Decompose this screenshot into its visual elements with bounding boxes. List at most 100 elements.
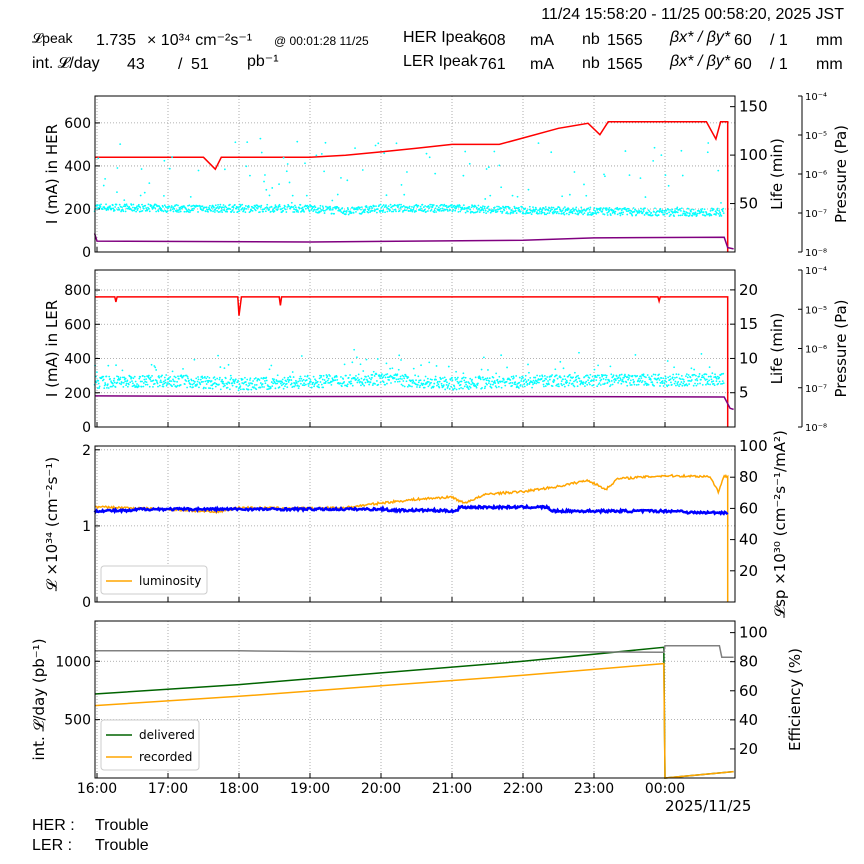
life-point — [314, 206, 317, 209]
life-point — [178, 211, 180, 213]
life-point — [433, 209, 436, 212]
life-point — [116, 191, 118, 194]
life-point — [643, 383, 645, 386]
x-tick-label: 20:00 — [361, 781, 401, 797]
life-point — [394, 208, 397, 211]
life-point — [399, 207, 402, 210]
life-point — [679, 214, 682, 217]
y2-tick-label: 50 — [739, 195, 758, 213]
life-point — [484, 209, 487, 212]
life-point — [325, 205, 327, 208]
life-point — [642, 210, 645, 212]
life-point — [363, 384, 366, 387]
life-point — [630, 210, 633, 212]
life-point — [131, 380, 133, 383]
life-point — [396, 373, 399, 376]
life-point — [134, 208, 137, 210]
life-point — [454, 376, 457, 379]
life-point — [244, 205, 247, 207]
life-point — [268, 208, 270, 211]
life-point — [489, 194, 492, 197]
life-point — [216, 209, 219, 212]
life-point — [218, 211, 221, 213]
life-point — [609, 365, 612, 368]
life-point — [172, 206, 174, 209]
life-point — [157, 385, 159, 388]
life-point — [418, 386, 421, 389]
life-point — [142, 385, 145, 388]
life-point — [482, 356, 485, 359]
life-point — [452, 208, 455, 211]
life-point — [572, 376, 574, 379]
life-point — [376, 208, 379, 210]
life-point — [179, 210, 182, 213]
life-point — [497, 205, 500, 208]
life-point — [649, 377, 652, 380]
life-point — [377, 383, 380, 386]
life-point — [361, 383, 364, 386]
y-tick-label: 2 — [82, 443, 91, 459]
life-point — [703, 377, 706, 380]
life-point — [511, 384, 513, 387]
intl-sep: / — [178, 56, 183, 73]
plot-frame — [94, 620, 736, 779]
life-point — [639, 207, 642, 210]
life-point — [159, 381, 162, 384]
life-point — [562, 378, 564, 381]
life-point — [352, 211, 355, 214]
life-point — [526, 382, 529, 385]
life-point — [664, 379, 666, 382]
life-point — [722, 382, 725, 385]
life-point — [323, 212, 326, 214]
life-point — [610, 379, 613, 382]
life-point — [602, 213, 605, 215]
life-point — [662, 385, 665, 387]
life-point — [681, 174, 684, 177]
life-point — [173, 383, 175, 386]
life-point — [595, 379, 598, 382]
life-point — [457, 206, 460, 208]
life-point — [510, 375, 513, 378]
life-point — [196, 383, 199, 386]
life-point — [367, 380, 370, 383]
life-point — [136, 205, 138, 208]
life-point — [205, 206, 208, 209]
life-point — [630, 384, 633, 386]
life-point — [386, 382, 388, 385]
life-point — [190, 379, 193, 382]
life-point — [599, 384, 602, 386]
life-point — [251, 209, 254, 212]
pressure-tick-label: 10⁻⁵ — [805, 305, 827, 316]
life-point — [531, 381, 534, 384]
life-point — [107, 364, 110, 367]
right-series — [93, 503, 729, 516]
life-point — [485, 212, 488, 215]
life-point — [177, 209, 180, 212]
life-point — [325, 380, 327, 383]
life-point — [431, 206, 434, 209]
life-point — [155, 379, 158, 382]
life-point — [627, 378, 630, 381]
life-point — [339, 382, 342, 385]
life-point — [651, 381, 654, 384]
life-point — [162, 206, 164, 208]
life-point — [261, 383, 264, 385]
y-axis-label: int. 𝓛/day (pb⁻¹) — [30, 638, 48, 760]
y-tick-label: 600 — [64, 317, 91, 333]
life-point — [292, 385, 295, 388]
life-point — [234, 141, 237, 144]
life-point — [412, 208, 415, 211]
life-point — [715, 212, 718, 214]
life-point — [434, 207, 437, 210]
life-point — [320, 383, 323, 386]
life-point — [386, 373, 389, 375]
life-point — [327, 382, 330, 384]
life-point — [537, 142, 540, 145]
life-point — [578, 377, 581, 380]
life-point — [552, 206, 555, 209]
life-point — [438, 386, 441, 389]
life-point — [181, 376, 184, 379]
life-point — [633, 210, 636, 213]
life-point — [199, 378, 202, 381]
life-point — [441, 384, 443, 387]
